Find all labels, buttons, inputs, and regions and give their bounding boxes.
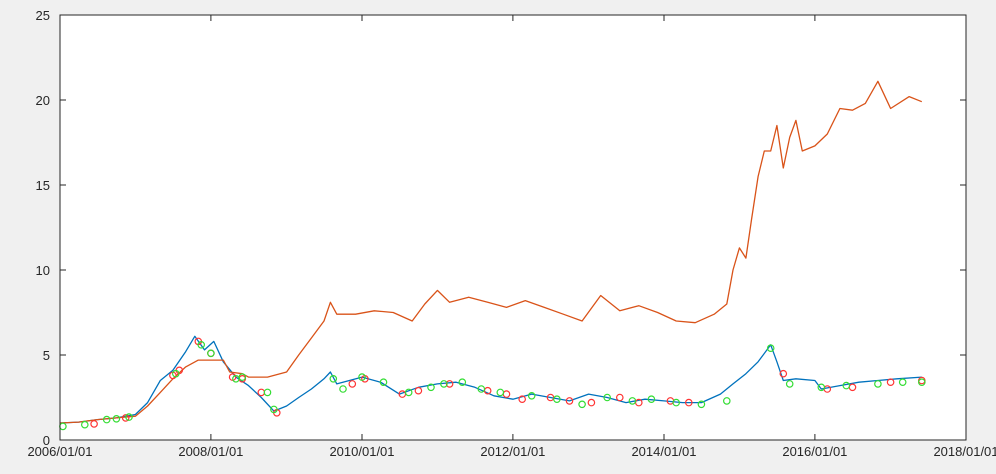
x-tick-label: 2008/01/01 bbox=[178, 444, 243, 459]
series-3-marker bbox=[722, 397, 731, 405]
series-3-marker bbox=[358, 373, 366, 381]
series-3-marker bbox=[172, 369, 180, 378]
series-2-marker bbox=[445, 380, 454, 388]
y-tick-label: 25 bbox=[36, 8, 50, 23]
series-2-marker bbox=[518, 395, 527, 404]
series-3-marker bbox=[125, 413, 133, 421]
series-3-marker bbox=[647, 395, 656, 404]
series-3-marker bbox=[404, 388, 413, 397]
x-tick-label: 2018/01/01 bbox=[933, 444, 996, 459]
series-2-marker bbox=[348, 380, 357, 388]
series-3-marker bbox=[874, 380, 882, 388]
series-3-marker bbox=[112, 414, 121, 423]
series-3-marker bbox=[553, 395, 561, 404]
series-2-marker bbox=[615, 393, 624, 402]
series-3-marker bbox=[102, 415, 111, 424]
series-3-marker bbox=[917, 378, 926, 387]
x-tick-label: 2012/01/01 bbox=[480, 444, 545, 459]
series-2-marker bbox=[414, 386, 423, 395]
series-3-marker bbox=[440, 380, 448, 388]
series-2-marker bbox=[886, 378, 895, 387]
series-3-marker bbox=[672, 398, 681, 407]
series-3-marker bbox=[527, 391, 536, 400]
series-3-marker bbox=[207, 349, 215, 358]
series-3-marker bbox=[785, 380, 794, 388]
y-tick-label: 0 bbox=[43, 433, 50, 448]
axes-layer: 2006/01/01 2008/01/01 2010/01/01 2012/01/01… bbox=[27, 8, 996, 459]
series-3-marker bbox=[496, 388, 505, 397]
x-tick-label: 2016/01/01 bbox=[782, 444, 847, 459]
series-3-marker bbox=[898, 378, 907, 387]
series-2-marker bbox=[121, 414, 130, 422]
series-3-marker bbox=[379, 378, 388, 387]
y-tick-label: 20 bbox=[36, 93, 50, 108]
series-3-marker bbox=[270, 405, 278, 414]
plot-area bbox=[60, 15, 966, 440]
series-3-marker bbox=[263, 388, 272, 397]
y-tick-label: 5 bbox=[43, 348, 50, 363]
series-3-marker bbox=[477, 385, 486, 393]
series-3-marker bbox=[842, 381, 851, 390]
series-3-marker bbox=[697, 400, 706, 409]
series-3-marker bbox=[628, 397, 637, 405]
series-2-marker bbox=[587, 398, 596, 407]
series-layer bbox=[59, 80, 926, 431]
series-2-marker bbox=[565, 397, 574, 405]
series-3-marker bbox=[339, 385, 347, 393]
series-3-marker bbox=[197, 340, 206, 349]
series-3-marker bbox=[578, 400, 586, 409]
x-tick-label: 2010/01/01 bbox=[329, 444, 394, 459]
series-3-marker bbox=[817, 383, 826, 392]
series-3-marker bbox=[458, 378, 467, 387]
series-3-marker bbox=[329, 374, 338, 383]
y-tick-label: 10 bbox=[36, 263, 50, 278]
series-2-marker bbox=[779, 369, 788, 378]
series-3-marker bbox=[766, 344, 775, 353]
series-3-marker bbox=[81, 420, 89, 429]
series-3-marker bbox=[603, 393, 612, 402]
x-tick-label: 2006/01/01 bbox=[27, 444, 92, 459]
series-1-line bbox=[59, 80, 923, 424]
y-tick-label: 15 bbox=[36, 178, 50, 193]
series-2-marker bbox=[684, 398, 693, 407]
series-3-marker bbox=[427, 383, 435, 392]
plot-frame bbox=[59, 14, 967, 441]
series-2-marker bbox=[90, 420, 98, 428]
x-tick-label: 2014/01/01 bbox=[631, 444, 696, 459]
series-3-marker bbox=[238, 373, 247, 381]
